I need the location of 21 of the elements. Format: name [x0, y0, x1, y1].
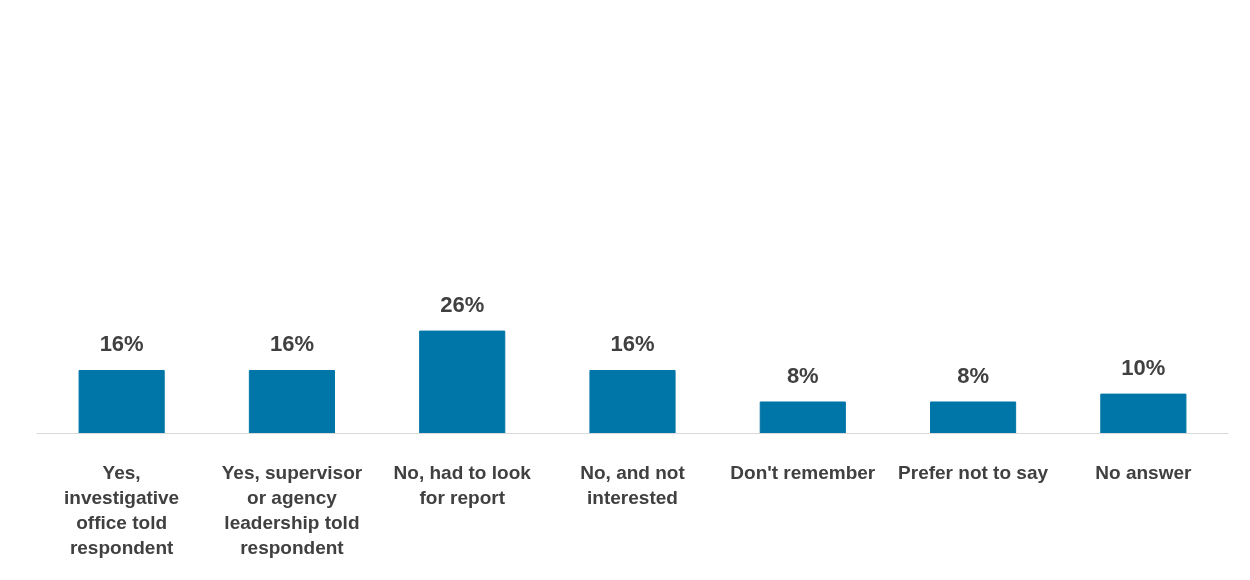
bar	[248, 369, 335, 434]
x-tick-label: Don't remember	[730, 461, 876, 483]
bar	[78, 369, 165, 434]
x-tick-label: No, and not interested	[580, 461, 686, 508]
data-label: 10%	[1121, 355, 1166, 381]
x-tick-label: Prefer not to say	[898, 461, 1049, 483]
data-label: 8%	[786, 362, 819, 388]
x-tick-label: Yes, investigative office told respondent	[64, 461, 180, 559]
bar	[419, 330, 506, 434]
x-tick-label: No, had to look for report	[393, 461, 532, 508]
bar	[1100, 393, 1187, 434]
data-label: 16%	[610, 331, 655, 357]
bar	[759, 401, 846, 434]
data-label: 16%	[99, 331, 144, 357]
data-label: 8%	[957, 362, 989, 388]
data-label: 16%	[269, 331, 314, 357]
x-tick-label: No answer	[1095, 461, 1193, 483]
bar	[930, 401, 1017, 434]
data-label: 26%	[440, 292, 485, 318]
x-tick-label: Yes, supervisor or agency leadership told respondent	[221, 461, 363, 559]
bar	[589, 369, 676, 434]
